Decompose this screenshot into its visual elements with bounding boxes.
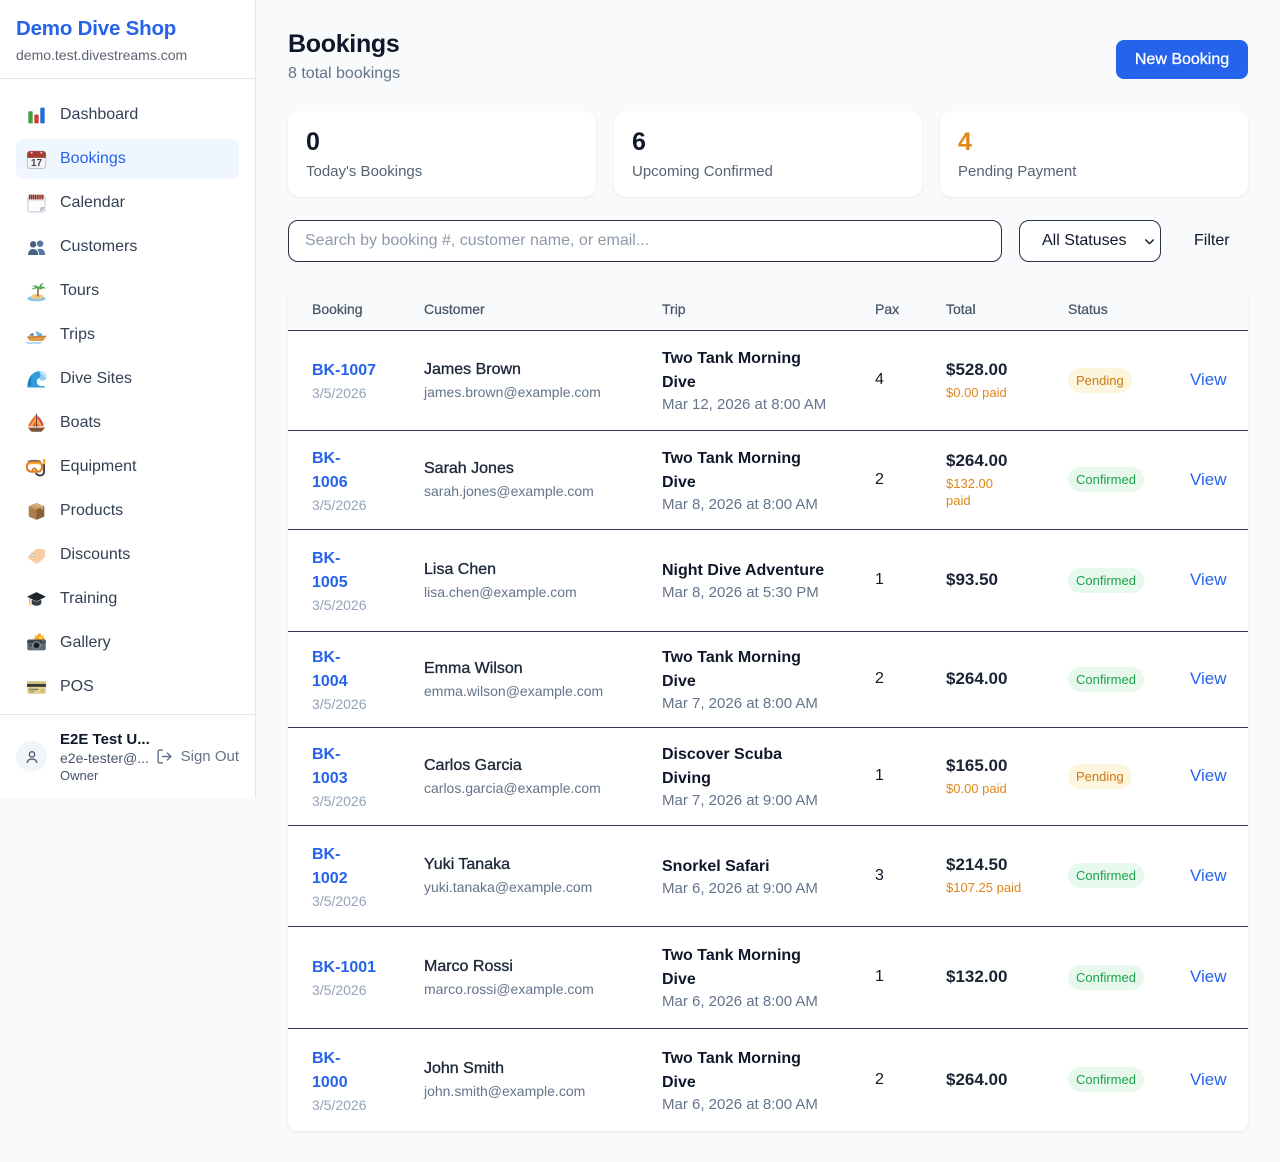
svg-text:17: 17 (31, 158, 42, 169)
